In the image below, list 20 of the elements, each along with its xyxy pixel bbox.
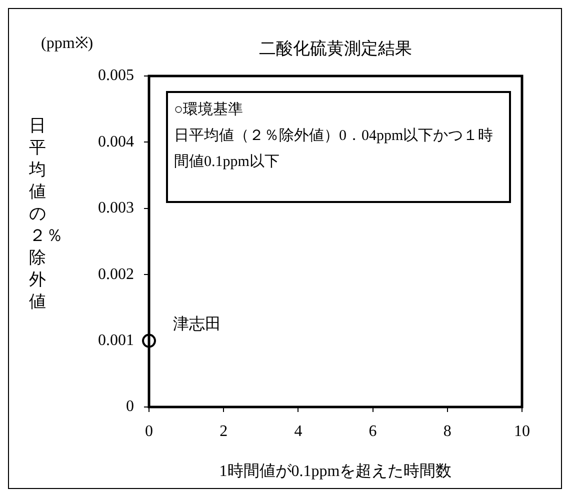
x-tick-label: 8 bbox=[443, 422, 452, 440]
text: 日平均値の２％除外値 bbox=[29, 116, 63, 311]
series-label: 津志田 bbox=[173, 315, 221, 334]
chart-title: 二酸化硫黄測定結果 bbox=[258, 38, 413, 60]
y-tick-label: 0.001 bbox=[98, 332, 134, 350]
y-tick-label: 0 bbox=[126, 398, 134, 416]
x-tick-label: 6 bbox=[368, 422, 377, 440]
text-box: ○環境基準 日平均値（２％除外値）0．04ppm以下かつ１時間値0.1ppm以下 bbox=[166, 91, 511, 203]
x-tick-label: 4 bbox=[294, 422, 302, 440]
y-tick-label: 0.004 bbox=[98, 133, 134, 150]
x-axis-title: 1時間値が0.1ppmを超えた時間数 bbox=[218, 462, 453, 482]
y-tick-label: 0.002 bbox=[98, 266, 134, 283]
annotation: 日平均値（２％除外値）0．04ppm以下かつ１時間値0.1ppm以下 bbox=[174, 126, 494, 172]
y-tick-label: 0.003 bbox=[98, 200, 134, 217]
annotation: ○環境基準 bbox=[174, 100, 244, 120]
text: (ppm※) bbox=[41, 34, 94, 53]
y-tick-label: 0.005 bbox=[98, 67, 134, 84]
x-tick-label: 2 bbox=[220, 422, 228, 440]
x-tick-label: 10 bbox=[514, 422, 530, 440]
x-tick-label: 0 bbox=[145, 422, 153, 440]
